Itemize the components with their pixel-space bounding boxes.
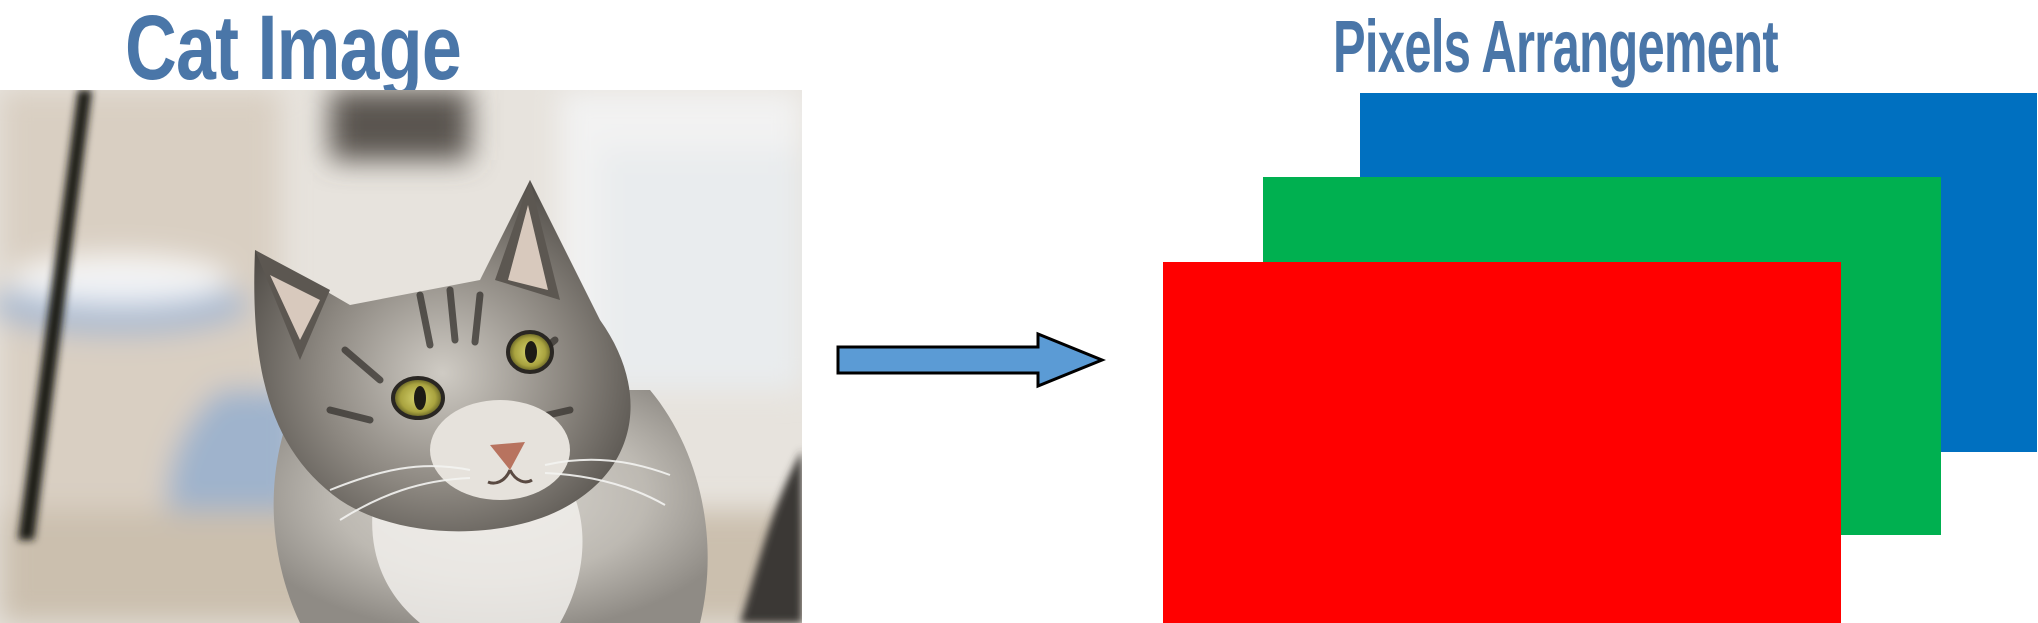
pixels-arrangement-title: Pixels Arrangement	[1333, 5, 1779, 88]
cat-photo	[0, 90, 802, 623]
red-channel-layer	[1163, 262, 1841, 623]
right-arrow-icon	[836, 331, 1106, 389]
cat-image-title: Cat Image	[125, 0, 462, 99]
arrow-shape	[836, 331, 1106, 389]
